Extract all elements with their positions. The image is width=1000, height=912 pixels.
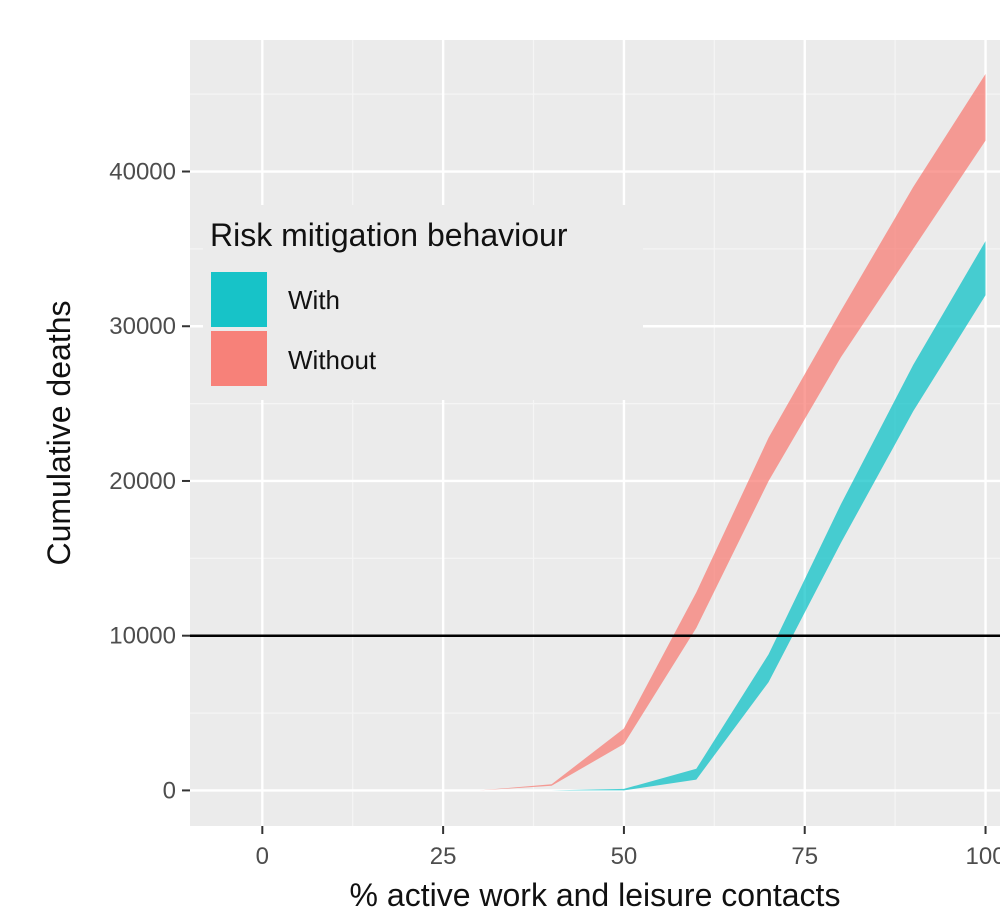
- x-axis-title: % active work and leisure contacts: [350, 877, 841, 912]
- x-tick-label: 100: [966, 843, 1000, 870]
- y-tick-label: 40000: [109, 159, 176, 186]
- y-axis-title: Cumulative deaths: [41, 300, 77, 565]
- legend-title: Risk mitigation behaviour: [210, 217, 568, 253]
- x-axis: 0 25 50 75 100: [256, 826, 1000, 870]
- legend-key-without: [211, 331, 267, 386]
- legend-background: [203, 205, 643, 400]
- y-tick-label: 20000: [109, 468, 176, 495]
- y-axis: 0 10000 20000 30000 40000: [109, 159, 190, 804]
- x-tick-label: 0: [256, 843, 269, 870]
- x-tick-label: 75: [791, 843, 818, 870]
- legend-key-with: [211, 272, 267, 327]
- x-tick-label: 25: [430, 843, 457, 870]
- x-tick-label: 50: [611, 843, 638, 870]
- y-tick-label: 10000: [109, 623, 176, 650]
- y-tick-label: 30000: [109, 313, 176, 340]
- legend-label-with: With: [288, 285, 340, 315]
- legend: Risk mitigation behaviour With Without: [203, 205, 643, 400]
- legend-label-without: Without: [288, 345, 377, 375]
- y-tick-label: 0: [163, 777, 176, 804]
